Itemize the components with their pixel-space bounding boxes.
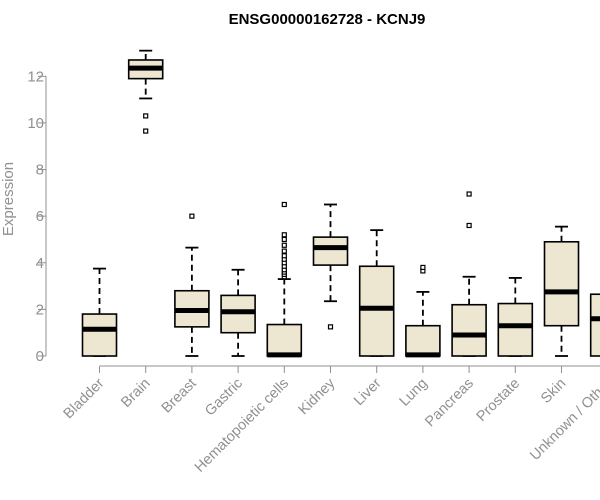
x-tick-label: Liver [351,375,385,409]
outlier-point [143,128,149,134]
x-tick-label: Brain [118,376,153,411]
outlier-point [327,324,334,330]
box-liver [358,229,395,357]
x-tick-label: Prostate [474,376,523,425]
box-kidney [312,203,349,330]
iqr-box [312,236,349,266]
iqr-box [405,324,441,357]
y-tick-label: 12 [27,68,44,85]
y-tick-label: 10 [27,115,44,132]
y-tick-label: 8 [36,162,44,179]
y-tick-label: 2 [36,301,44,318]
outlier-point [143,113,149,119]
chart-title: ENSG00000162728 - KCNJ9 [229,11,426,28]
x-tick-label: Bladder [61,375,108,422]
iqr-box [497,302,534,357]
outlier-point [420,264,426,271]
outlier-point [466,191,472,197]
x-tick-label: Gastric [202,376,246,420]
iqr-box [543,240,580,327]
box-bladder [81,267,118,357]
outlier-point [281,253,287,259]
iqr-box [451,303,487,357]
outlier-point [281,248,287,254]
box-breast [174,213,210,357]
x-tick-label: Breast [159,376,200,417]
iqr-box [589,293,600,357]
box-brain [127,49,164,134]
x-tick-label: Pancreas [422,376,477,431]
box-prostate [497,277,534,357]
box-pancreas [451,191,487,357]
y-axis-label: Expression [0,162,17,236]
x-tick-label: Skin [538,376,569,407]
outlier-point [189,213,195,219]
iqr-box [266,323,303,357]
outlier-point [281,242,287,248]
outlier-point [281,201,287,208]
box-lung [405,264,441,358]
y-tick-label: 0 [36,348,44,365]
iqr-box [81,313,118,357]
outlier-point [281,236,287,243]
y-tick-label: 4 [36,255,44,272]
y-axis: 0 2 4 6 8 10 12 [27,68,47,365]
iqr-box [358,265,395,357]
box-unknown-other [589,293,600,357]
box-gastric [220,268,256,357]
outlier-point [281,232,287,238]
x-tick-label: Kidney [296,375,339,418]
box-series [81,49,600,358]
box-hematopoietic-cells [266,201,303,358]
x-tick-label: Lung [397,376,431,410]
outlier-point [466,222,472,229]
box-skin [543,225,580,357]
y-tick-label: 6 [36,208,44,225]
